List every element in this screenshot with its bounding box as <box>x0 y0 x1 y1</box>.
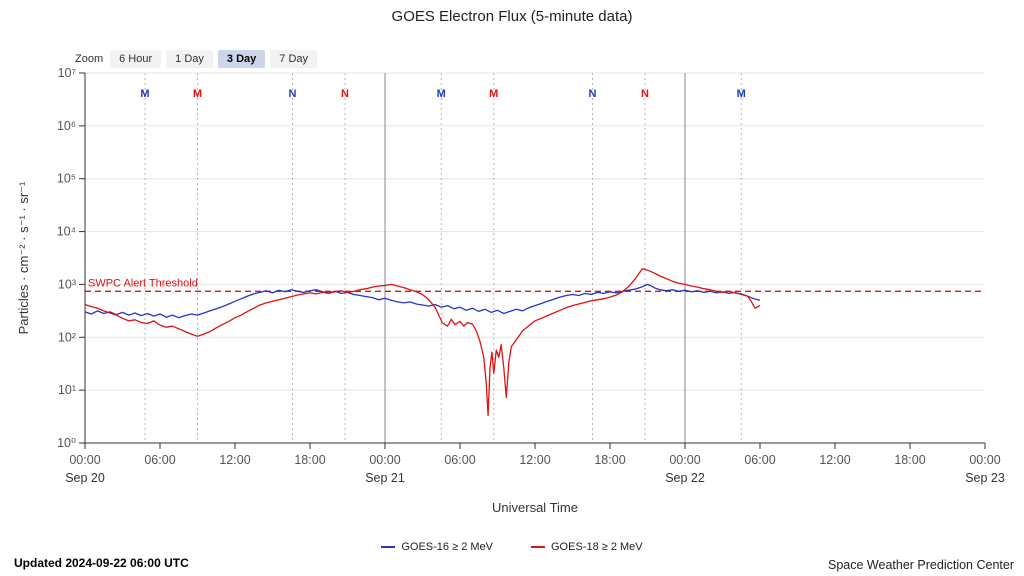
satellite-marker-letter: M <box>489 88 498 100</box>
updated-timestamp: Updated 2024-09-22 06:00 UTC <box>14 556 189 570</box>
legend-item-goes-18[interactable]: GOES-18 ≥ 2 MeV <box>531 541 643 553</box>
legend-label-goes-16: GOES-16 ≥ 2 MeV <box>401 541 493 553</box>
satellite-marker-letter: M <box>437 88 446 100</box>
y-tick-label: 10² <box>58 330 76 344</box>
x-tick-label: 18:00 <box>294 453 325 467</box>
x-tick-label: 12:00 <box>219 453 250 467</box>
x-tick-label: 12:00 <box>519 453 550 467</box>
x-date-label: Sep 20 <box>65 471 105 485</box>
x-date-label: Sep 23 <box>965 471 1005 485</box>
x-tick-label: 06:00 <box>444 453 475 467</box>
source-credit: Space Weather Prediction Center <box>828 558 1014 572</box>
y-axis-title: Particles · cm⁻² · s⁻¹ · sr⁻¹ <box>16 181 31 334</box>
satellite-marker-letter: M <box>737 88 746 100</box>
y-tick-label: 10¹ <box>58 383 76 397</box>
y-tick-label: 10³ <box>58 277 76 291</box>
x-axis-title: Universal Time <box>492 500 578 515</box>
y-tick-label: 10⁵ <box>57 172 76 186</box>
y-tick-label: 10⁷ <box>58 66 77 80</box>
x-tick-label: 00:00 <box>69 453 100 467</box>
satellite-marker-letter: N <box>641 88 649 100</box>
x-tick-label: 00:00 <box>969 453 1000 467</box>
x-date-label: Sep 21 <box>365 471 405 485</box>
satellite-marker-letter: M <box>140 88 149 100</box>
x-tick-label: 18:00 <box>894 453 925 467</box>
y-tick-label: 10⁰ <box>57 436 76 450</box>
y-tick-label: 10⁶ <box>57 119 76 133</box>
chart-legend: GOES-16 ≥ 2 MeV GOES-18 ≥ 2 MeV <box>0 541 1024 553</box>
legend-item-goes-16[interactable]: GOES-16 ≥ 2 MeV <box>381 541 493 553</box>
satellite-marker-letter: M <box>193 88 202 100</box>
x-tick-label: 06:00 <box>144 453 175 467</box>
x-tick-label: 00:00 <box>369 453 400 467</box>
y-tick-label: 10⁴ <box>57 225 76 239</box>
goes-16-line-swatch <box>381 546 396 548</box>
goes-18-line-swatch <box>531 546 545 548</box>
x-date-label: Sep 22 <box>665 471 705 485</box>
x-tick-label: 18:00 <box>594 453 625 467</box>
zoom-button-1-day[interactable]: 1 Day <box>166 50 213 68</box>
zoom-range-selector: Zoom 6 Hour 1 Day 3 Day 7 Day <box>75 50 318 68</box>
zoom-button-7-day[interactable]: 7 Day <box>270 50 318 68</box>
legend-label-goes-18: GOES-18 ≥ 2 MeV <box>551 541 643 553</box>
zoom-button-3-day[interactable]: 3 Day <box>217 50 266 68</box>
satellite-marker-letter: N <box>589 88 597 100</box>
series-line-goes-18 <box>84 267 761 417</box>
alert-threshold-label: SWPC Alert Threshold <box>88 277 198 289</box>
x-tick-label: 00:00 <box>669 453 700 467</box>
zoom-button-6-hour[interactable]: 6 Hour <box>110 50 162 68</box>
satellite-marker-letter: N <box>289 88 297 100</box>
chart-title: GOES Electron Flux (5-minute data) <box>391 8 633 25</box>
x-tick-label: 06:00 <box>744 453 775 467</box>
satellite-marker-letter: N <box>341 88 349 100</box>
series-line-goes-16 <box>84 283 761 319</box>
zoom-label: Zoom <box>75 53 104 65</box>
x-tick-label: 12:00 <box>819 453 850 467</box>
plot-area: M M N N M M N N M SWPC Alert Threshold 10⁰ 10¹ 10² 10… <box>57 66 1005 485</box>
